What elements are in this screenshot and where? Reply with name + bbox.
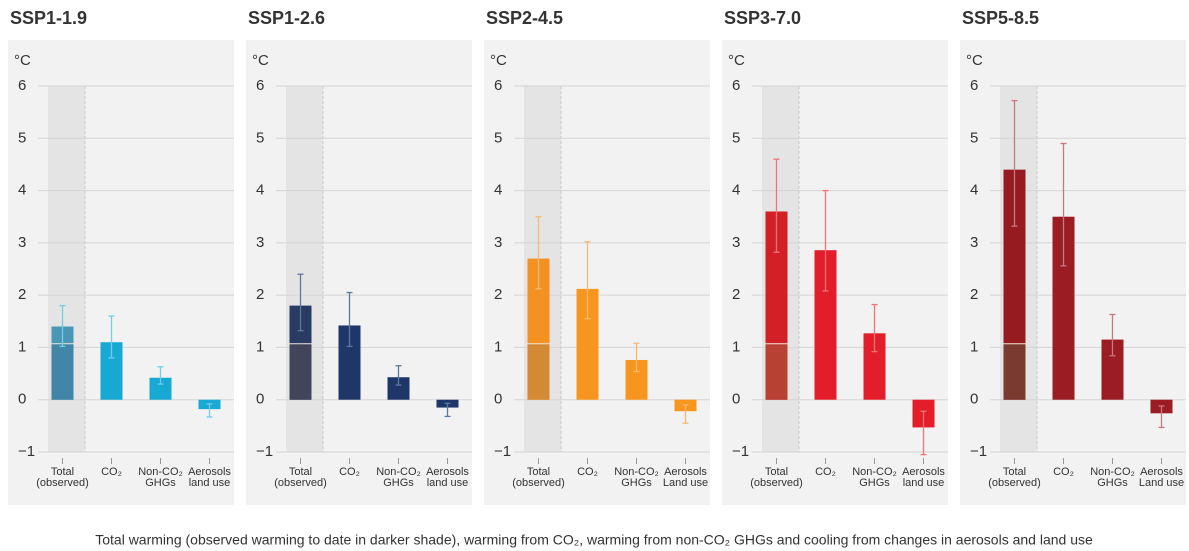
bar [338, 325, 361, 400]
bar [1101, 339, 1124, 400]
x-tick-label: Total (observed) [750, 466, 803, 489]
y-tick-label: 4 [970, 182, 978, 199]
y-tick-label: 2 [494, 286, 502, 303]
bar [625, 359, 648, 400]
x-tick-label: CO₂ [815, 466, 836, 478]
panel-background [8, 40, 234, 505]
observed-bar [1003, 343, 1026, 400]
y-axis-label: °C [966, 52, 983, 69]
x-tick-label: Non-CO₂ GHGs [1090, 466, 1135, 489]
y-tick-label: −1 [494, 443, 511, 460]
y-tick-label: 0 [256, 391, 264, 408]
y-tick-label: 6 [970, 77, 978, 94]
x-tick-label: Aerosols land use [426, 466, 469, 489]
x-tick-label: Total (observed) [512, 466, 565, 489]
y-tick-label: 3 [18, 234, 26, 251]
x-tick-label: Non-CO₂ GHGs [614, 466, 659, 489]
y-tick-label: 3 [256, 234, 264, 251]
x-tick-label: Aerosols Land use [1139, 466, 1184, 489]
panel-title: SSP1-1.9 [10, 8, 87, 28]
y-tick-label: 2 [970, 286, 978, 303]
y-tick-label: 1 [494, 338, 502, 355]
bar [100, 342, 123, 400]
panel-title: SSP1-2.6 [248, 8, 325, 28]
x-tick-label: Total (observed) [36, 466, 89, 489]
y-tick-label: 0 [18, 391, 26, 408]
y-tick-label: −1 [256, 443, 273, 460]
y-tick-label: 4 [256, 182, 264, 199]
y-tick-label: 5 [494, 129, 502, 146]
y-tick-label: 6 [732, 77, 740, 94]
y-axis-label: °C [14, 52, 31, 69]
y-tick-label: 5 [18, 129, 26, 146]
x-tick-label: Aerosols Land use [663, 466, 708, 489]
bar [1052, 216, 1075, 400]
bar [387, 377, 410, 400]
x-tick-label: CO₂ [101, 466, 122, 478]
observed-bar [51, 343, 74, 400]
y-tick-label: 6 [256, 77, 264, 94]
y-tick-label: 3 [494, 234, 502, 251]
bar [814, 250, 837, 400]
y-tick-label: 2 [256, 286, 264, 303]
y-tick-label: 5 [970, 129, 978, 146]
x-tick-label: Total (observed) [274, 466, 327, 489]
panel-background [246, 40, 472, 505]
y-tick-label: 1 [18, 338, 26, 355]
y-tick-label: 4 [494, 182, 502, 199]
x-tick-label: CO₂ [1053, 466, 1074, 478]
y-axis-label: °C [490, 52, 507, 69]
y-tick-label: 6 [18, 77, 26, 94]
x-tick-label: CO₂ [577, 466, 598, 478]
x-tick-label: CO₂ [339, 466, 360, 478]
y-axis-label: °C [252, 52, 269, 69]
y-tick-label: 1 [256, 338, 264, 355]
y-tick-label: −1 [18, 443, 35, 460]
y-tick-label: 0 [732, 391, 740, 408]
observed-bar [765, 343, 788, 400]
y-tick-label: 1 [970, 338, 978, 355]
observed-bar [527, 343, 550, 400]
y-tick-label: −1 [732, 443, 749, 460]
y-tick-label: 4 [732, 182, 740, 199]
bar [863, 333, 886, 400]
caption: Total warming (observed warming to date … [95, 532, 1093, 548]
y-tick-label: 3 [732, 234, 740, 251]
y-tick-label: 5 [732, 129, 740, 146]
y-axis-label: °C [728, 52, 745, 69]
x-tick-label: Non-CO₂ GHGs [852, 466, 897, 489]
panel-title: SSP5-8.5 [962, 8, 1039, 28]
y-tick-label: 0 [970, 391, 978, 408]
y-tick-label: 0 [494, 391, 502, 408]
y-tick-label: 3 [970, 234, 978, 251]
bar [149, 377, 172, 400]
bar [1003, 169, 1026, 400]
y-tick-label: 2 [18, 286, 26, 303]
y-tick-label: 1 [732, 338, 740, 355]
y-tick-label: −1 [970, 443, 987, 460]
bar [576, 288, 599, 400]
y-tick-label: 5 [256, 129, 264, 146]
x-tick-label: Aerosols land use [188, 466, 231, 489]
y-tick-label: 4 [18, 182, 26, 199]
panel-background [484, 40, 710, 505]
x-tick-label: Total (observed) [988, 466, 1041, 489]
y-tick-label: 2 [732, 286, 740, 303]
x-tick-label: Aerosols land use [902, 466, 945, 489]
x-tick-label: Non-CO₂ GHGs [376, 466, 421, 489]
observed-bar [289, 343, 312, 400]
panel-title: SSP3-7.0 [724, 8, 801, 28]
x-tick-label: Non-CO₂ GHGs [138, 466, 183, 489]
panel-title: SSP2-4.5 [486, 8, 563, 28]
y-tick-label: 6 [494, 77, 502, 94]
